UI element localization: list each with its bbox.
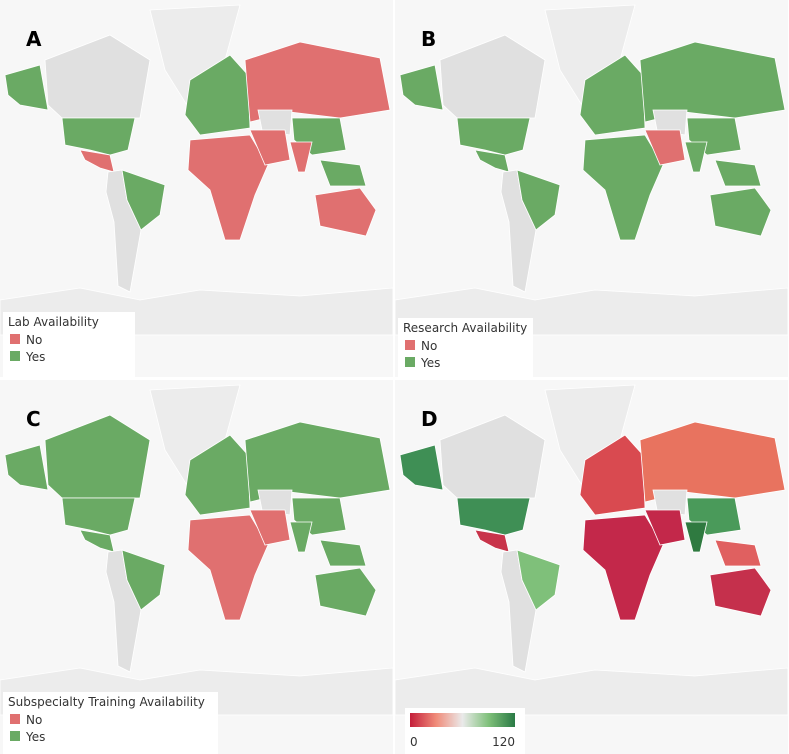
color-bar — [410, 713, 515, 727]
region — [474, 529, 510, 553]
legend-item: No — [26, 333, 42, 347]
region — [314, 567, 377, 617]
region — [44, 34, 151, 119]
region — [399, 444, 444, 491]
region — [439, 414, 546, 499]
legend-box — [398, 318, 533, 377]
region — [319, 159, 367, 187]
map-panel: C Subspecialty Training Availability No Yes — [0, 380, 394, 754]
region — [516, 549, 561, 611]
region — [579, 54, 646, 136]
region — [4, 64, 49, 111]
region — [516, 169, 561, 231]
region — [249, 129, 291, 166]
legend-swatch — [10, 334, 20, 344]
region — [652, 109, 688, 136]
legend-item: No — [26, 713, 42, 727]
scale-label: 0 — [410, 735, 418, 749]
region — [439, 34, 546, 119]
region — [394, 667, 789, 716]
map-panel: A Lab Availability No Yes — [0, 0, 394, 377]
legend-swatch — [10, 731, 20, 741]
region — [579, 434, 646, 516]
region — [399, 64, 444, 111]
region — [249, 509, 291, 546]
legend-swatch — [405, 340, 415, 350]
region — [79, 529, 115, 553]
region — [4, 444, 49, 491]
panel-label: B — [421, 27, 436, 51]
region — [184, 434, 251, 516]
region — [639, 421, 786, 503]
region — [121, 169, 166, 231]
region — [289, 141, 313, 173]
legend-title: Subspecialty Training Availability — [8, 695, 205, 709]
legend-box — [3, 312, 135, 377]
legend-title: Research Availability — [403, 321, 527, 335]
region — [714, 539, 762, 567]
region — [244, 421, 391, 503]
panel-label: C — [26, 407, 41, 431]
region — [714, 159, 762, 187]
region — [644, 129, 686, 166]
region — [684, 521, 708, 553]
legend-title: Lab Availability — [8, 315, 99, 329]
region — [314, 187, 377, 237]
panel-label: D — [421, 407, 438, 431]
region — [319, 539, 367, 567]
legend-item: Yes — [420, 356, 440, 370]
region — [684, 141, 708, 173]
region — [709, 567, 772, 617]
legend-swatch — [10, 714, 20, 724]
legend-item: No — [421, 339, 437, 353]
region — [44, 414, 151, 499]
region — [644, 509, 686, 546]
legend-box — [3, 692, 218, 754]
region — [257, 489, 293, 516]
region — [257, 109, 293, 136]
region — [184, 54, 251, 136]
legend-swatch — [405, 357, 415, 367]
scale-label: 120 — [492, 735, 515, 749]
region — [244, 41, 391, 123]
legend-swatch — [10, 351, 20, 361]
legend-item: Yes — [25, 730, 45, 744]
panel-label: A — [26, 27, 42, 51]
map-panel: B Research Availability No Yes — [394, 0, 789, 377]
map-panel: D 0 120 — [394, 380, 789, 754]
region — [652, 489, 688, 516]
region — [289, 521, 313, 553]
legend-item: Yes — [25, 350, 45, 364]
region — [639, 41, 786, 123]
region — [121, 549, 166, 611]
region — [474, 149, 510, 173]
region — [79, 149, 115, 173]
region — [709, 187, 772, 237]
